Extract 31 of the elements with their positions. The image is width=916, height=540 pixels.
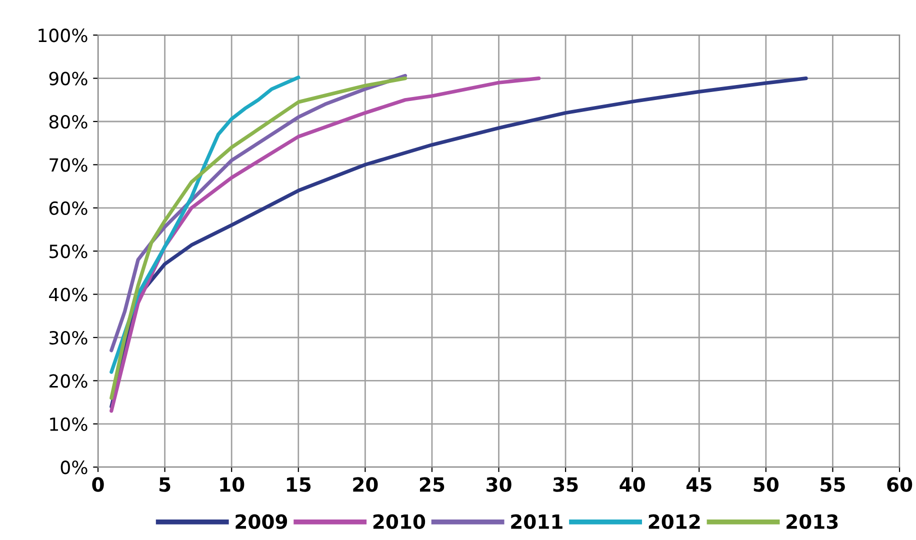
x-tick-label: 15 — [287, 477, 311, 492]
legend-label: 2011 — [511, 514, 562, 529]
line-series — [110, 76, 541, 413]
y-tick-label: 100% — [38, 28, 88, 42]
x-tick-label: 0 — [92, 477, 104, 492]
y-tick-label: 80% — [49, 114, 88, 129]
legend-label: 2013 — [786, 514, 838, 529]
x-tick-label: 30 — [486, 477, 512, 492]
line-series — [110, 76, 408, 400]
x-tick-label: 10 — [220, 477, 244, 492]
x-tick-label: 25 — [420, 477, 444, 492]
x-tick-label: 50 — [754, 477, 779, 492]
x-tick-label: 35 — [553, 477, 578, 492]
legend-label: 2012 — [648, 514, 700, 529]
x-tick-label: 55 — [820, 477, 845, 492]
y-tick-label: 60% — [49, 201, 88, 216]
y-tick-label: 0% — [60, 460, 88, 474]
x-tick-label: 20 — [353, 477, 378, 492]
y-tick-label: 40% — [49, 288, 88, 302]
y-tick-label: 70% — [50, 158, 88, 172]
x-tick-label: 40 — [620, 477, 645, 492]
x-tick-label: 60 — [887, 477, 912, 492]
x-tick-label: 45 — [686, 477, 712, 492]
y-tick-label: 20% — [49, 374, 88, 388]
y-tick-label: 90% — [49, 72, 88, 86]
x-tick-label: 5 — [160, 477, 170, 492]
y-tick-label: 10% — [50, 417, 88, 432]
legend-label: 2010 — [373, 514, 426, 529]
y-tick-label: 50% — [50, 244, 88, 258]
y-tick-label: 30% — [50, 330, 88, 345]
legend-label: 2009 — [236, 514, 288, 529]
